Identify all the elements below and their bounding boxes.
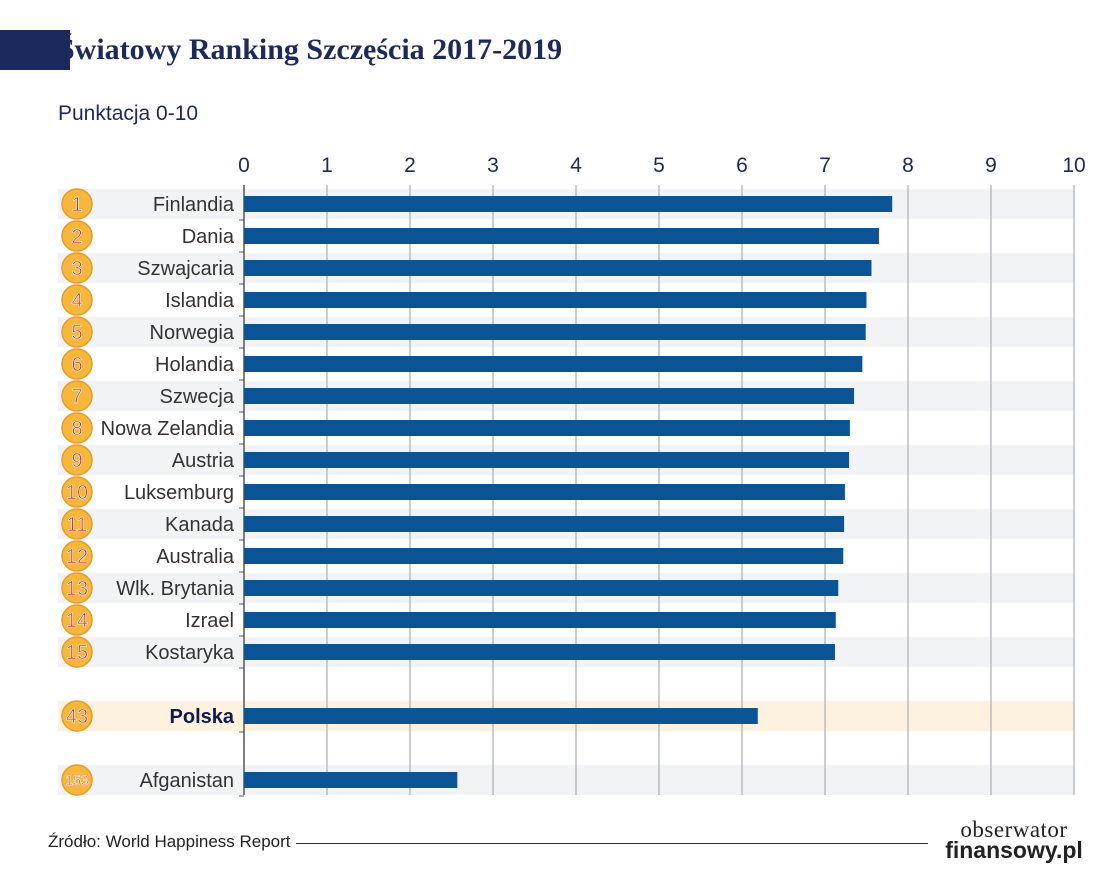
- x-tick-label: 10: [1062, 154, 1085, 177]
- x-tick-label: 8: [902, 154, 914, 177]
- rank-badge: [61, 764, 93, 796]
- rank-badge: [61, 188, 93, 220]
- x-tick-label: 9: [985, 154, 997, 177]
- rank-badge: [61, 412, 93, 444]
- category-label: Kostaryka: [145, 642, 235, 664]
- bar: [244, 580, 839, 596]
- rank-label: 11: [67, 514, 88, 536]
- bar: [244, 708, 758, 724]
- category-label: Norwegia: [150, 322, 235, 344]
- x-tick-label: 0: [238, 154, 250, 177]
- bar: [244, 452, 850, 468]
- bar: [244, 292, 867, 308]
- x-tick-label: 7: [819, 154, 831, 177]
- rank-badge: [61, 572, 93, 604]
- rank-badge: [61, 220, 93, 252]
- rank-label: 6: [71, 354, 82, 376]
- rank-badge: [61, 252, 93, 284]
- rank-badge: [61, 476, 93, 508]
- rank-label: 2: [71, 226, 82, 248]
- rank-label: 7: [71, 386, 82, 408]
- category-label: Nowa Zelandia: [101, 418, 235, 440]
- rank-label: 1: [71, 194, 82, 216]
- row-band: [58, 765, 1074, 795]
- source-note: Źródło: World Happiness Report: [48, 832, 291, 851]
- chart-subtitle: Punktacja 0-10: [58, 102, 199, 125]
- category-label: Wlk. Brytania: [116, 578, 235, 600]
- rank-badge: [61, 604, 93, 636]
- rank-badge: [61, 348, 93, 380]
- bar: [244, 420, 850, 436]
- rank-badge: [61, 444, 93, 476]
- category-label: Polska: [170, 706, 235, 728]
- category-label: Kanada: [165, 514, 235, 536]
- title-accent-bar: [0, 30, 70, 70]
- rank-badge: [61, 700, 93, 732]
- logo-text-line1: obserwator: [960, 817, 1068, 842]
- bar: [244, 388, 855, 404]
- category-label: Austria: [172, 450, 235, 472]
- x-tick-label: 1: [321, 154, 333, 177]
- rank-badge: [61, 380, 93, 412]
- x-tick-label: 5: [653, 154, 665, 177]
- footer-divider: [296, 843, 928, 844]
- bar: [244, 548, 844, 564]
- bar: [244, 612, 836, 628]
- category-label: Finlandia: [153, 194, 235, 216]
- category-label: Szwecja: [160, 386, 235, 408]
- category-label: Australia: [156, 546, 235, 568]
- rank-label: 10: [66, 482, 88, 504]
- chart-title: Światowy Ranking Szczęścia 2017-2019: [58, 33, 563, 66]
- rank-label: 3: [71, 258, 82, 280]
- bar: [244, 516, 845, 532]
- category-label: Izrael: [185, 610, 234, 632]
- x-tick-label: 3: [487, 154, 499, 177]
- rank-label: 15: [66, 642, 88, 664]
- rank-label: 12: [66, 546, 88, 568]
- bar: [244, 356, 863, 372]
- rank-label: 14: [66, 610, 88, 632]
- rank-badge: [61, 636, 93, 668]
- bar: [244, 228, 879, 244]
- category-label: Luksemburg: [124, 482, 234, 504]
- x-tick-label: 6: [736, 154, 748, 177]
- category-label: Dania: [182, 226, 235, 248]
- rank-badge: [61, 540, 93, 572]
- x-tick-label: 2: [404, 154, 416, 177]
- bar: [244, 772, 458, 788]
- rank-label: 5: [71, 322, 82, 344]
- rank-badge: [61, 284, 93, 316]
- category-label: Islandia: [165, 290, 235, 312]
- logo-text-line2: finansowy.pl: [945, 837, 1083, 863]
- rank-label: 13: [66, 578, 88, 600]
- category-label: Szwajcaria: [137, 258, 235, 280]
- brand-logo: obserwator finansowy.pl: [944, 818, 1084, 862]
- rank-label: 9: [71, 450, 82, 472]
- bar: [244, 196, 893, 212]
- rank-label: 4: [71, 290, 82, 312]
- rank-label: 43: [66, 706, 88, 728]
- rank-label: 153: [65, 772, 89, 788]
- bar: [244, 260, 872, 276]
- category-label: Holandia: [155, 354, 235, 376]
- rank-label: 8: [71, 418, 82, 440]
- rank-badge: [61, 316, 93, 348]
- rank-badge: [61, 508, 93, 540]
- bar: [244, 644, 835, 660]
- category-label: Afganistan: [139, 770, 234, 792]
- bar: [244, 324, 866, 340]
- bar: [244, 484, 845, 500]
- x-tick-label: 4: [570, 154, 582, 177]
